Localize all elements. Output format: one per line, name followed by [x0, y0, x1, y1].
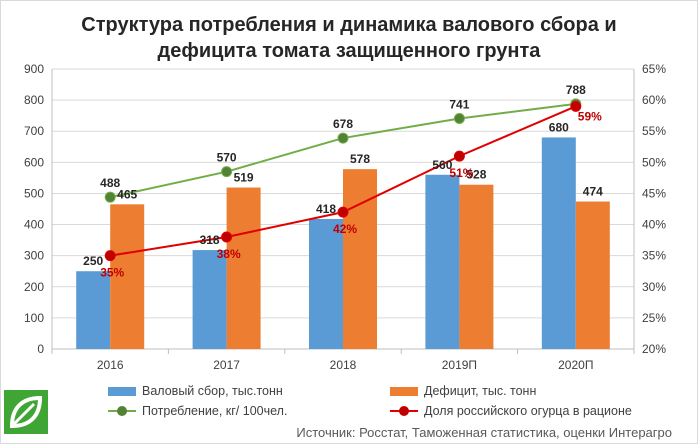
- data-label-gross-harvest: 250: [83, 254, 103, 268]
- data-label-gross-harvest: 560: [432, 158, 452, 172]
- data-label-consumption: 741: [449, 97, 469, 111]
- y-right-tick-label: 30%: [642, 280, 666, 294]
- data-label-gross-harvest: 318: [200, 233, 220, 247]
- y-left-tick-label: 900: [24, 62, 44, 76]
- legend-item-share: Доля российского огурца в рационе: [390, 404, 632, 418]
- data-label-consumption: 570: [217, 151, 237, 165]
- bar-deficit: [226, 187, 261, 349]
- data-label-share: 59%: [578, 109, 602, 123]
- data-label-deficit: 474: [583, 185, 603, 199]
- y-right-tick-label: 65%: [642, 62, 666, 76]
- point-consumption: [453, 112, 465, 124]
- y-left-tick-label: 800: [24, 93, 44, 107]
- y-left-tick-label: 0: [37, 342, 44, 356]
- legend-swatch-gross-harvest: [108, 386, 136, 396]
- point-consumption: [104, 191, 116, 203]
- y-left-tick-label: 100: [24, 311, 44, 325]
- data-label-share: 35%: [100, 266, 124, 280]
- bar-gross-harvest: [541, 137, 576, 349]
- y-left-tick-label: 400: [24, 218, 44, 232]
- x-tick-label: 2020П: [558, 358, 593, 372]
- legend-swatch-deficit: [390, 386, 418, 396]
- bar-deficit: [343, 169, 377, 349]
- leaf-icon: [4, 390, 48, 434]
- y-right-tick-label: 40%: [642, 218, 666, 232]
- data-label-gross-harvest: 680: [549, 120, 569, 134]
- data-label-share: 38%: [217, 247, 241, 261]
- data-label-share: 42%: [333, 222, 357, 236]
- bar-deficit: [110, 204, 145, 349]
- data-label-gross-harvest: 418: [316, 202, 336, 216]
- chart-title-line-1: Структура потребления и динамика валовог…: [81, 14, 617, 36]
- chart-title-line-2: дефицита томата защищенного грунта: [157, 40, 541, 62]
- data-label-deficit: 519: [234, 171, 254, 185]
- data-label-consumption: 678: [333, 117, 353, 131]
- point-consumption: [337, 132, 349, 144]
- data-label-share: 51%: [449, 166, 473, 180]
- bar-gross-harvest: [425, 174, 460, 349]
- point-share: [337, 206, 349, 218]
- legend-label-gross-harvest: Валовый сбор, тыс.тонн: [142, 384, 283, 398]
- y-right-tick-label: 20%: [642, 342, 666, 356]
- y-right-tick-label: 35%: [642, 249, 666, 263]
- point-consumption: [221, 166, 233, 178]
- bar-gross-harvest: [76, 271, 111, 349]
- y-left-tick-label: 500: [24, 186, 44, 200]
- x-tick-label: 2019П: [442, 358, 477, 372]
- legend-swatch-consumption: [108, 406, 136, 416]
- y-right-tick-label: 25%: [642, 311, 666, 325]
- legend-label-consumption: Потребление, кг/ 100чел.: [142, 404, 288, 418]
- x-tick-label: 2016: [97, 358, 124, 372]
- legend-item-consumption: Потребление, кг/ 100чел.: [108, 404, 287, 418]
- y-left-tick-label: 700: [24, 124, 44, 138]
- y-right-tick-label: 60%: [642, 93, 666, 107]
- legend-item-gross-harvest: Валовый сбор, тыс.тонн: [108, 384, 283, 398]
- x-tick-label: 2017: [213, 358, 240, 372]
- point-share: [221, 231, 233, 243]
- legend-item-deficit: Дефицит, тыс. тонн: [390, 384, 536, 398]
- bar-gross-harvest: [309, 218, 343, 349]
- bar-deficit: [575, 201, 610, 349]
- y-left-tick-label: 200: [24, 280, 44, 294]
- y-right-tick-label: 55%: [642, 124, 666, 138]
- data-label-deficit: 528: [466, 168, 486, 182]
- data-label-consumption: 488: [100, 176, 120, 190]
- data-label-consumption: 788: [566, 83, 586, 97]
- y-right-tick-label: 50%: [642, 155, 666, 169]
- source-note: Источник: Росстат, Таможенная статистика…: [296, 425, 672, 440]
- data-label-deficit: 465: [117, 187, 137, 201]
- point-share: [453, 150, 465, 162]
- point-share: [570, 100, 582, 112]
- point-share: [104, 250, 116, 262]
- legend-label-deficit: Дефицит, тыс. тонн: [424, 384, 537, 398]
- y-right-tick-label: 45%: [642, 186, 666, 200]
- bar-deficit: [459, 184, 494, 349]
- legend-swatch-share: [390, 406, 418, 416]
- legend-label-share: Доля российского огурца в рационе: [424, 404, 632, 418]
- x-tick-label: 2018: [330, 358, 357, 372]
- y-left-tick-label: 600: [24, 155, 44, 169]
- data-label-deficit: 578: [350, 152, 370, 166]
- y-left-tick-label: 300: [24, 249, 44, 263]
- bar-gross-harvest: [192, 250, 227, 349]
